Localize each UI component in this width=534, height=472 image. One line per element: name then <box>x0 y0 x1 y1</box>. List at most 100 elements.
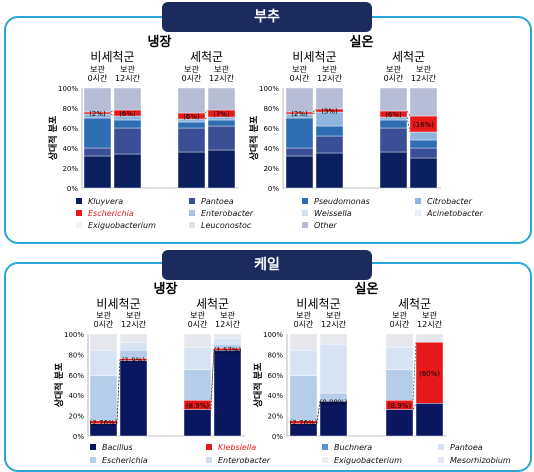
y-tick-label: 20% <box>62 165 78 173</box>
connector-line <box>117 361 120 424</box>
panel-title: 실온 <box>350 34 374 50</box>
panel-title: 실온 <box>355 281 379 297</box>
y-tick-label: 40% <box>62 145 78 153</box>
bar-label-top: 보관 <box>126 310 141 320</box>
bar-segment <box>208 120 235 126</box>
bar-label-time: 0시간 <box>294 319 314 329</box>
data-label: (6%) <box>119 110 136 118</box>
bar-label-top: 보관 <box>120 64 135 74</box>
legend-label: Other <box>314 221 337 230</box>
bar-segment <box>120 342 147 350</box>
group-label: 비세척군 <box>296 297 340 311</box>
connector-line <box>211 350 214 409</box>
legend-label: Pantoea <box>201 197 234 206</box>
bar-segment <box>208 150 235 188</box>
bar-segment <box>114 128 141 154</box>
legend-label: Pseudomonas <box>314 197 370 206</box>
legend-label: Enterobacter <box>201 209 254 218</box>
y-tick-label: 20% <box>68 413 84 421</box>
group-label: 비세척군 <box>292 50 336 64</box>
bar-label-top: 보관 <box>90 64 105 74</box>
bar-segment <box>214 338 241 344</box>
bar-segment <box>290 334 317 350</box>
bar-label-top: 보관 <box>96 310 111 320</box>
data-label: (8.9%) <box>388 402 412 410</box>
legend-swatch <box>189 222 195 228</box>
y-tick-label: 60% <box>267 372 283 380</box>
bar-label-top: 보관 <box>392 310 407 320</box>
group-label: 세척군 <box>190 50 223 64</box>
bar-segment <box>286 148 313 156</box>
bar-label-top: 보관 <box>386 64 401 74</box>
group-label: 비세척군 <box>96 297 140 311</box>
data-label: (2%) <box>89 110 106 118</box>
y-tick-label: 0% <box>268 185 279 193</box>
connector-line <box>111 110 114 112</box>
bar-segment <box>114 88 141 110</box>
y-axis-label: 상대적 분포 <box>53 362 65 407</box>
bar-label-time: 12시간 <box>411 73 437 83</box>
legend-swatch <box>76 210 82 216</box>
bar-segment <box>320 344 347 393</box>
bar-segment <box>316 136 343 153</box>
bar-label-time: 0시간 <box>390 319 410 329</box>
legend-label: Kluyvera <box>88 197 123 206</box>
bar-segment <box>380 128 407 152</box>
legend-swatch <box>302 222 308 228</box>
bar-segment <box>208 126 235 150</box>
bar-label-time: 12시간 <box>215 319 241 329</box>
connector-line <box>413 403 416 409</box>
data-label: (3%) <box>321 108 338 116</box>
bar-segment <box>214 350 241 436</box>
bar-segment <box>416 334 443 342</box>
bar-label-time: 0시간 <box>188 319 208 329</box>
y-tick-label: 0% <box>272 433 283 441</box>
legend-swatch <box>415 198 421 204</box>
legend-swatch <box>322 457 328 463</box>
legend-swatch <box>76 198 82 204</box>
bar-segment <box>178 122 205 128</box>
legend-label: Bacillus <box>102 443 133 452</box>
y-tick-label: 100% <box>263 331 283 339</box>
y-tick-label: 60% <box>263 125 279 133</box>
legend-swatch <box>189 198 195 204</box>
y-axis-label: 상대적 분포 <box>248 115 260 160</box>
bar-segment <box>286 88 313 112</box>
legend-swatch <box>302 198 308 204</box>
bar-segment <box>120 361 147 436</box>
data-label: (16%) <box>413 121 434 129</box>
connector-line <box>413 342 416 400</box>
data-label: (8.9%) <box>186 402 210 410</box>
y-tick-label: 40% <box>68 392 84 400</box>
legend-label: Acinetobacter <box>426 209 484 218</box>
legend-swatch <box>189 210 195 216</box>
legend-swatch <box>90 457 96 463</box>
bar-segment <box>184 409 211 436</box>
bar-label-top: 보관 <box>214 64 229 74</box>
bar-segment <box>316 153 343 188</box>
bar-segment <box>416 403 443 436</box>
bar-label-time: 12시간 <box>317 73 343 83</box>
data-label: (6%) <box>385 111 402 119</box>
bar-segment <box>84 88 111 112</box>
connector-line <box>317 401 320 423</box>
legend-swatch <box>90 444 96 450</box>
bar-segment <box>386 409 413 436</box>
bar-segment <box>386 370 413 401</box>
bar-segment <box>386 347 413 369</box>
bar-label-time: 0시간 <box>94 319 114 329</box>
connector-line <box>205 110 208 113</box>
bar-label-top: 보관 <box>184 64 199 74</box>
bar-segment <box>84 148 111 156</box>
legend-label: Leuconostoc <box>201 221 252 230</box>
legend-label: Klebsiella <box>218 443 256 452</box>
y-tick-label: 0% <box>67 185 78 193</box>
bar-segment <box>90 334 117 350</box>
bar-segment <box>410 140 437 148</box>
connector-line <box>313 112 316 114</box>
data-label: (2.76%) <box>90 419 118 427</box>
bar-segment <box>84 156 111 188</box>
y-axis-label: 상대적 분포 <box>252 362 264 407</box>
bar-segment <box>184 347 211 369</box>
